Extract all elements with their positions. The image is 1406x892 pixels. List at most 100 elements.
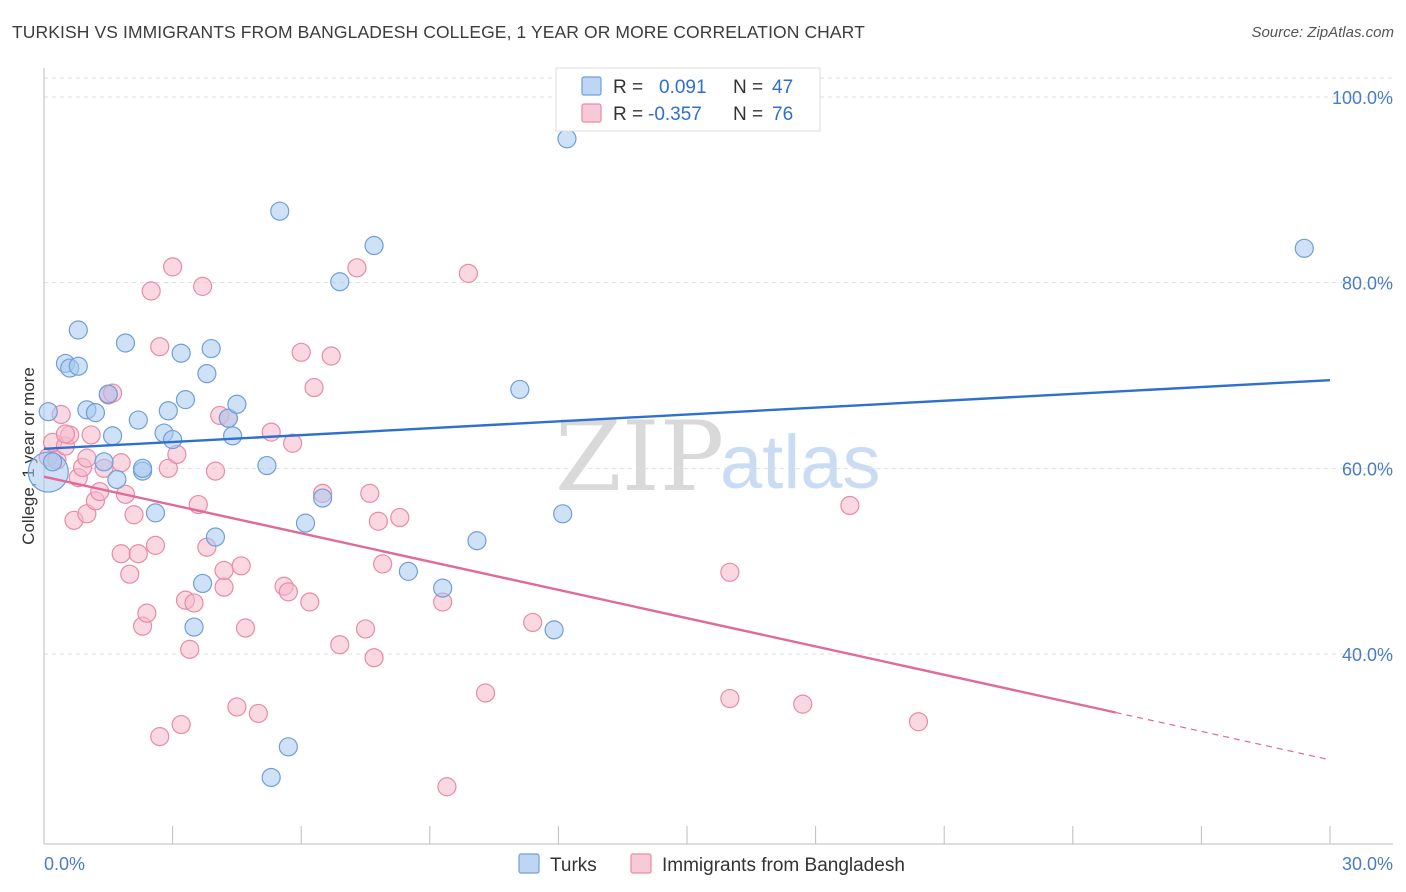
bangladesh-point-71 [720,688,740,709]
turks-point-11 [107,469,127,490]
bangladesh-point-22 [128,544,148,564]
bangladesh-point-53 [300,592,320,612]
legend-name-turks: Turks [550,855,597,876]
turks-point-13 [115,333,136,353]
bangladesh-point-25 [141,281,161,301]
bangladesh-point-28 [150,727,170,747]
bangladesh-point-67 [458,263,478,283]
turks-point-39 [398,561,418,581]
bangladesh-point-26 [145,535,166,555]
turks-point-10 [98,384,118,404]
y-tick-labels: 100.0% 80.0% 60.0% 40.0% [1332,88,1393,665]
turks-point-28 [218,408,238,428]
turks-point-45 [557,129,577,149]
bangladesh-point-30 [163,257,183,277]
bangladesh-point-42 [214,560,234,581]
turks-point-14 [128,410,148,430]
bangladesh-point-46 [235,618,256,638]
turks-point-16 [132,458,153,478]
turks-point-12 [102,426,123,446]
bangladesh-point-24 [137,603,157,623]
y-tick-label-100: 100.0% [1332,88,1393,108]
y-tick-label-40: 40.0% [1342,645,1393,665]
bangladesh-point-58 [347,258,367,278]
bangladesh-point-60 [360,483,380,503]
turks-point-23 [184,617,204,637]
bangladesh-point-47 [248,703,268,724]
bangladesh-point-45 [231,556,251,576]
series-bangladesh-points [38,257,929,797]
bangladesh-point-41 [214,577,234,597]
bangladesh-point-18 [111,544,131,564]
bangladesh-point-32 [171,714,191,735]
bangladesh-point-20 [120,564,140,584]
turks-point-34 [278,737,298,757]
legend-r-label-bangladesh: R = [613,104,643,125]
turks-point-38 [364,235,384,256]
y-tick-label-80: 80.0% [1342,274,1393,294]
bangladesh-point-21 [124,505,144,525]
turks-point-9 [94,452,114,472]
turks-point-24 [193,573,213,594]
legend-name-bangladesh: Immigrants from Bangladesh [662,855,905,876]
bangladesh-point-74 [908,712,929,732]
y-axis-label: College, 1 year or more [19,367,38,545]
turks-point-30 [227,394,247,414]
bangladesh-point-68 [475,683,496,703]
legend-swatch-bangladesh-bottom [630,853,652,874]
bangladesh-point-63 [373,554,393,574]
turks-point-21 [171,343,191,363]
turks-point-19 [158,401,178,421]
legend-swatch-turks [581,76,602,96]
legend-n-value-turks: 47 [772,77,793,98]
bangladesh-point-29 [158,458,178,478]
legend-r-label-turks: R = [613,77,643,98]
turks-point-2 [42,452,63,472]
source-credit: Source: ZipAtlas.com [1251,24,1394,41]
bangladesh-point-48 [261,422,281,442]
bangladesh-point-70 [720,562,740,582]
legend-n-label-bangladesh: N = [733,104,763,125]
bangladesh-point-61 [364,648,384,668]
bangladesh-point-51 [283,433,303,453]
bangladesh-point-52 [291,342,311,362]
x-axis-ticks [43,826,1331,844]
bangladesh-point-66 [437,777,457,797]
turks-point-43 [544,620,564,640]
turks-point-32 [261,767,281,788]
turks-point-31 [257,455,277,476]
bangladesh-point-73 [840,495,860,516]
bangladesh-point-50 [278,582,298,602]
bangladesh-point-57 [330,635,350,655]
legend-n-value-bangladesh: 76 [772,104,793,125]
bangladesh-point-17 [111,453,131,473]
bangladesh-point-59 [355,619,376,639]
bangladesh-point-37 [193,276,213,296]
bangladesh-point-11 [81,425,101,445]
turks-point-40 [433,578,453,598]
bangladesh-point-75 [55,424,76,444]
bangladesh-point-44 [227,697,247,717]
turks-point-37 [330,272,350,292]
turks-point-42 [510,379,530,400]
bangladesh-point-39 [205,461,226,481]
bangladesh-point-27 [150,337,170,357]
bangladesh-point-72 [793,694,813,714]
turks-point-29 [223,426,243,446]
turks-point-46 [1294,238,1314,258]
x-tick-label-max: 30.0% [1342,854,1393,874]
watermark-atlas: atlas [720,420,881,505]
turks-point-41 [467,531,487,551]
turks-point-33 [270,201,290,221]
turks-point-25 [197,364,217,384]
series-turks-points [27,129,1314,788]
turks-point-7 [85,403,106,423]
bangladesh-point-10 [77,448,97,468]
bangladesh-point-69 [523,612,543,633]
turks-point-35 [295,513,316,533]
turks-point-17 [145,503,166,523]
legend-swatch-turks-bottom [518,853,540,874]
bangladesh-point-56 [321,346,341,366]
legend-r-value-turks: 0.091 [659,77,707,98]
